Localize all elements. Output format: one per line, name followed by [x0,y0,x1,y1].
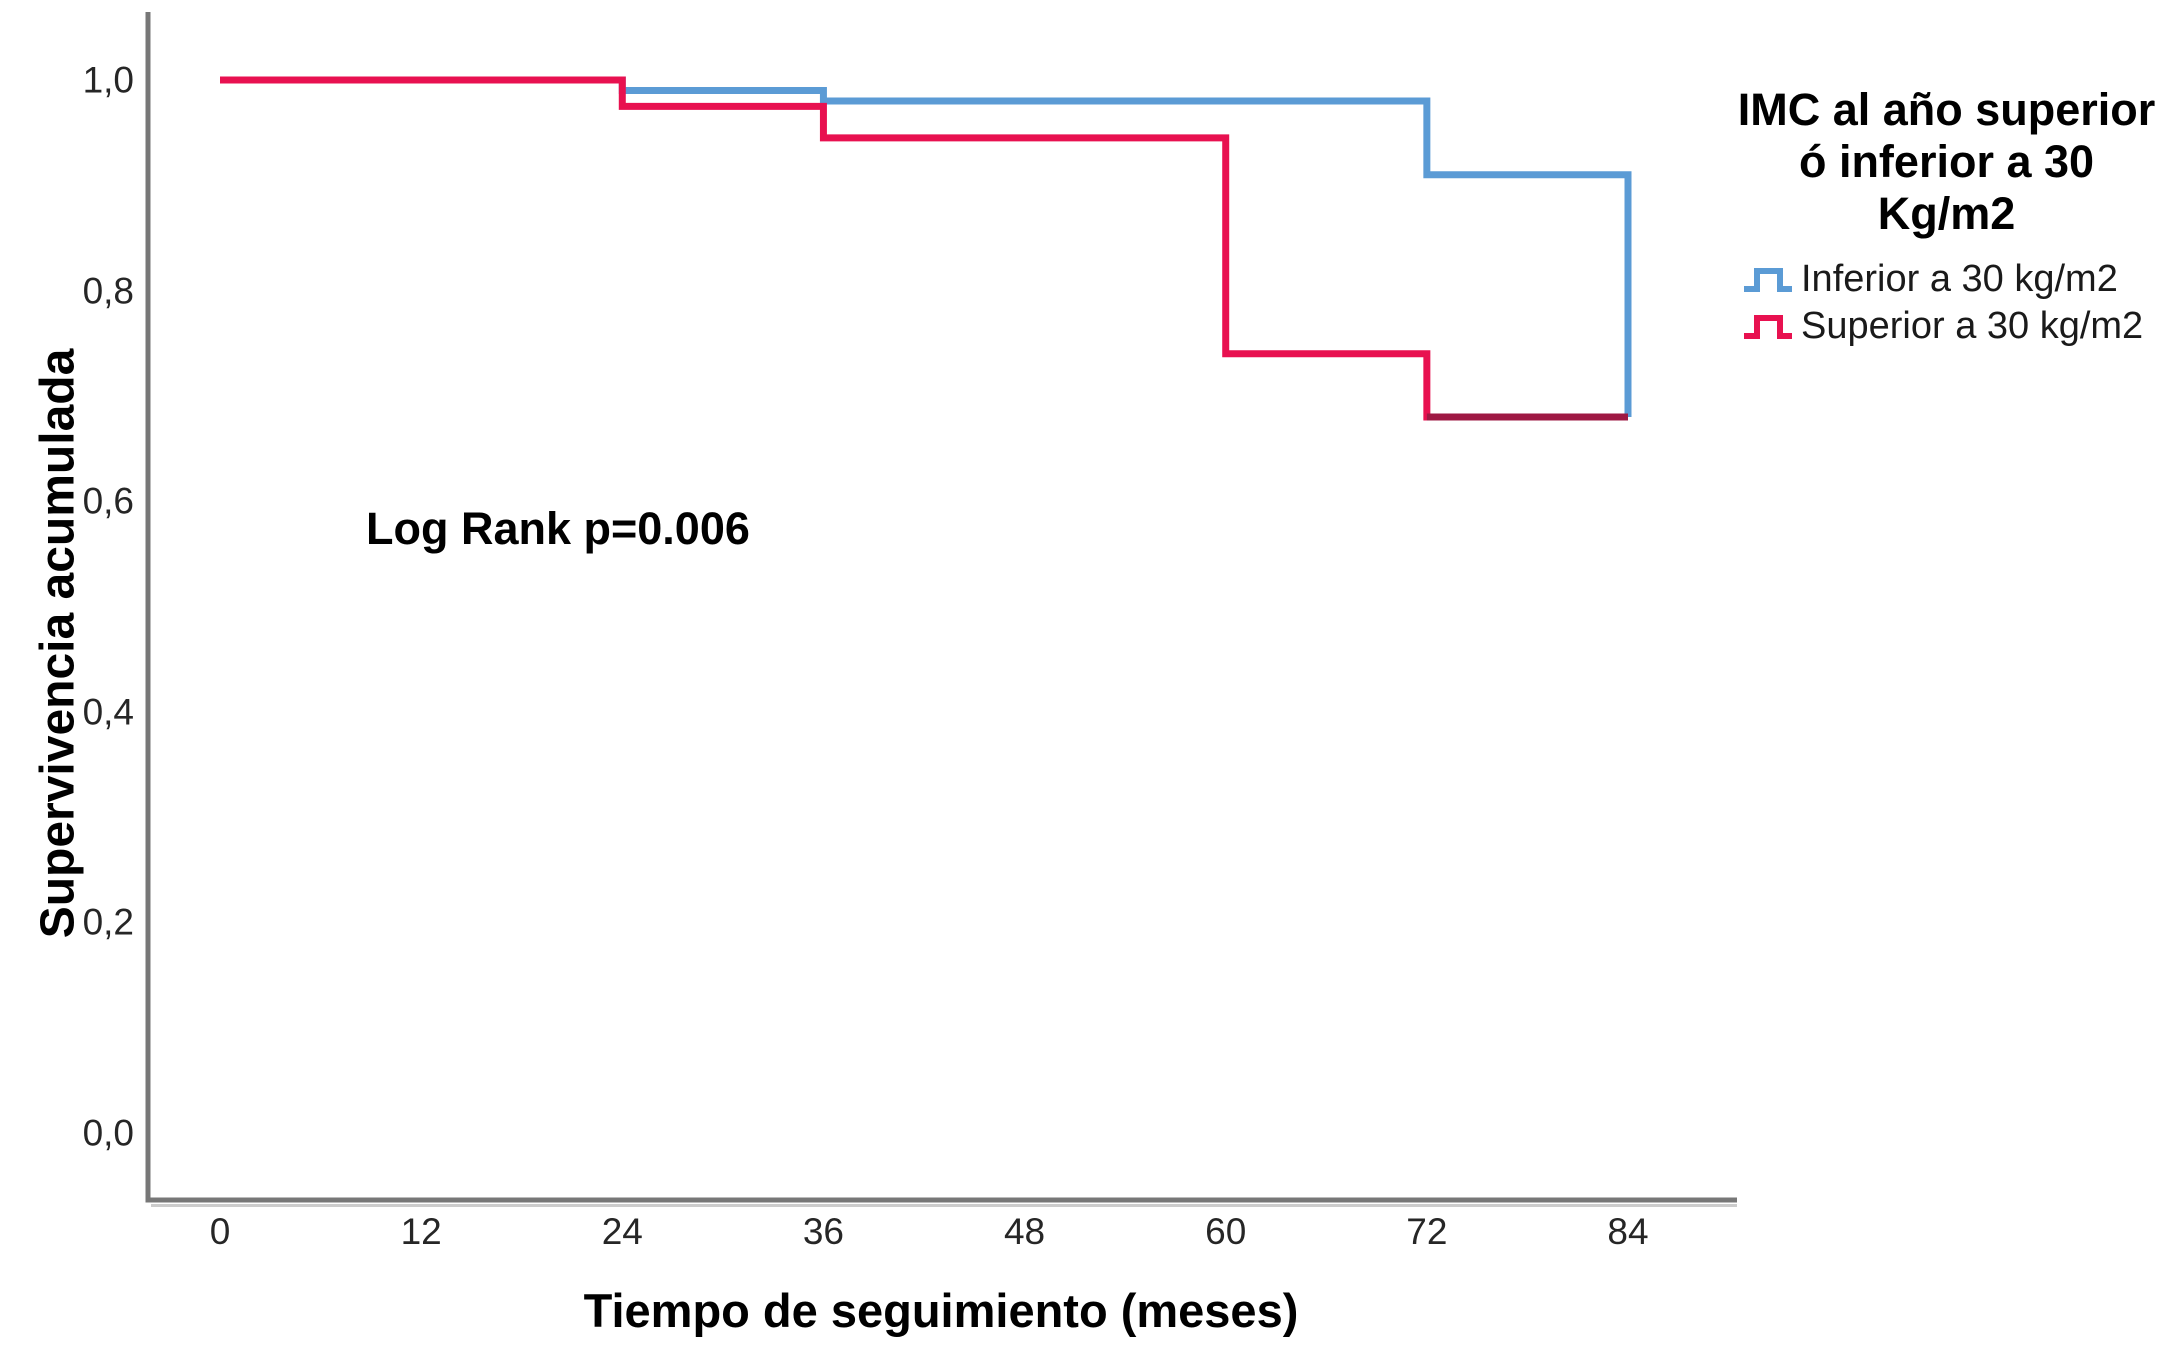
step-line-key-icon [1744,314,1792,339]
legend-entries: Inferior a 30 kg/m2 Superior a 30 kg/m2 [1726,256,2167,350]
y-tick-label: 0,0 [82,1112,134,1154]
x-tick-label: 24 [601,1211,643,1252]
x-axis-title: Tiempo de seguimiento (meses) [583,1284,1299,1337]
x-tick-label: 36 [802,1211,844,1252]
log-rank-annotation: Log Rank p=0.006 [366,503,750,554]
x-tick-label: 48 [1003,1211,1046,1252]
y-tick-label: 0,8 [82,270,134,312]
x-tick-label: 0 [209,1211,231,1252]
survival-curve-inferior-30 [220,76,1632,417]
y-tick-label: 0,2 [82,901,134,943]
step-line-key-icon [1744,267,1792,292]
x-tick-label: 84 [1607,1211,1649,1252]
legend-entry-superior: Superior a 30 kg/m2 [1742,303,2167,350]
legend: IMC al año superior ó inferior a 30 Kg/m… [1726,84,2167,350]
legend-label-superior: Superior a 30 kg/m2 [1801,305,2144,347]
legend-entry-inferior: Inferior a 30 kg/m2 [1742,256,2167,303]
y-tick-label: 1,0 [82,59,134,101]
legend-label-inferior: Inferior a 30 kg/m2 [1801,258,2118,300]
y-tick-label: 0,4 [82,691,134,733]
y-axis-title: Supervivencia acumulada [31,348,85,939]
legend-title-line1: IMC al año superior [1737,84,2156,135]
x-tick-label: 72 [1406,1211,1448,1252]
x-tick-label: 12 [400,1211,442,1252]
y-tick-label: 0,6 [82,480,134,522]
legend-title-line2: ó inferior a 30 Kg/m2 [1798,136,2095,239]
x-tick-label: 60 [1205,1211,1247,1252]
survival-curve-superior-30 [220,76,1628,421]
legend-title: IMC al año superior ó inferior a 30 Kg/m… [1726,84,2167,240]
